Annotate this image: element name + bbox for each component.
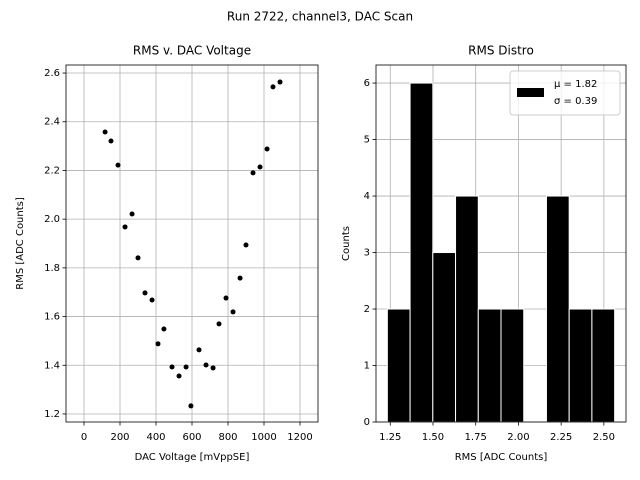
point — [142, 290, 148, 296]
point — [210, 365, 216, 371]
point — [129, 211, 135, 217]
point — [250, 170, 256, 176]
axes-title: RMS v. DAC Voltage — [133, 44, 251, 58]
y-tick-label: 1 — [364, 361, 370, 372]
point — [161, 326, 167, 332]
bar — [568, 308, 593, 423]
x-tick-label: 2.00 — [507, 432, 529, 443]
point — [196, 347, 202, 353]
y-tick-label: 1.4 — [44, 360, 60, 371]
y-tick-label: 6 — [364, 78, 370, 89]
y-tick-label: 2.2 — [44, 165, 60, 176]
x-tick-label: 1.75 — [465, 432, 487, 443]
x-tick-label: 1000 — [251, 432, 276, 443]
x-tick-label: 0 — [81, 432, 87, 443]
point — [176, 373, 182, 379]
y-tick-label: 4 — [364, 191, 370, 202]
y-axis-label: Counts — [341, 226, 352, 261]
point — [216, 321, 222, 327]
y-tick-label: 3 — [364, 248, 370, 259]
point — [243, 242, 249, 248]
y-tick-label: 0 — [364, 417, 370, 428]
x-axis-label: RMS [ADC Counts] — [455, 452, 548, 463]
x-tick-label: 600 — [182, 432, 201, 443]
bar — [432, 252, 457, 423]
point — [122, 224, 128, 230]
plot-frame — [375, 64, 627, 423]
y-axis-label: RMS [ADC Counts] — [15, 197, 26, 290]
y-tick-label: 2 — [364, 304, 370, 315]
point — [135, 255, 141, 261]
legend-box — [509, 70, 621, 116]
point — [270, 84, 276, 90]
point — [108, 138, 114, 144]
point — [155, 341, 161, 347]
legend-text: μ = 1.82 — [554, 79, 597, 90]
bar — [409, 82, 434, 423]
bar — [386, 308, 411, 423]
x-axis-label: DAC Voltage [mVppSE] — [135, 452, 250, 463]
point — [169, 364, 175, 370]
y-tick-label: 1.6 — [44, 312, 60, 323]
point — [237, 275, 243, 281]
bar — [455, 195, 479, 423]
point — [102, 129, 108, 135]
point — [277, 79, 283, 85]
point — [257, 164, 263, 170]
point — [183, 364, 189, 370]
point — [188, 403, 194, 409]
bar — [477, 308, 502, 423]
point — [203, 362, 209, 368]
plot-frame — [65, 64, 319, 423]
x-tick-label: 200 — [110, 432, 129, 443]
figure-title: Run 2722, channel3, DAC Scan — [227, 10, 413, 24]
x-tick-label: 800 — [218, 432, 237, 443]
y-tick-label: 1.8 — [44, 263, 60, 274]
y-tick-label: 1.2 — [44, 409, 60, 420]
legend-patch — [517, 88, 544, 97]
y-tick-label: 2.0 — [44, 214, 60, 225]
bar — [591, 308, 616, 423]
bar — [500, 308, 525, 423]
y-tick-label: 2.6 — [44, 68, 60, 79]
point — [223, 295, 229, 301]
x-tick-label: 1.50 — [422, 432, 444, 443]
x-tick-label: 2.50 — [593, 432, 615, 443]
bar — [545, 195, 570, 423]
y-tick-label: 2.4 — [44, 117, 60, 128]
x-tick-label: 1.25 — [379, 432, 401, 443]
point — [115, 162, 121, 168]
x-tick-label: 1200 — [287, 432, 312, 443]
point — [149, 297, 155, 303]
x-tick-label: 2.25 — [550, 432, 572, 443]
legend-text: σ = 0.39 — [554, 96, 597, 107]
point — [264, 146, 270, 152]
x-tick-label: 400 — [146, 432, 165, 443]
point — [230, 309, 236, 315]
axes-title: RMS Distro — [468, 44, 534, 58]
y-tick-label: 5 — [364, 135, 370, 146]
